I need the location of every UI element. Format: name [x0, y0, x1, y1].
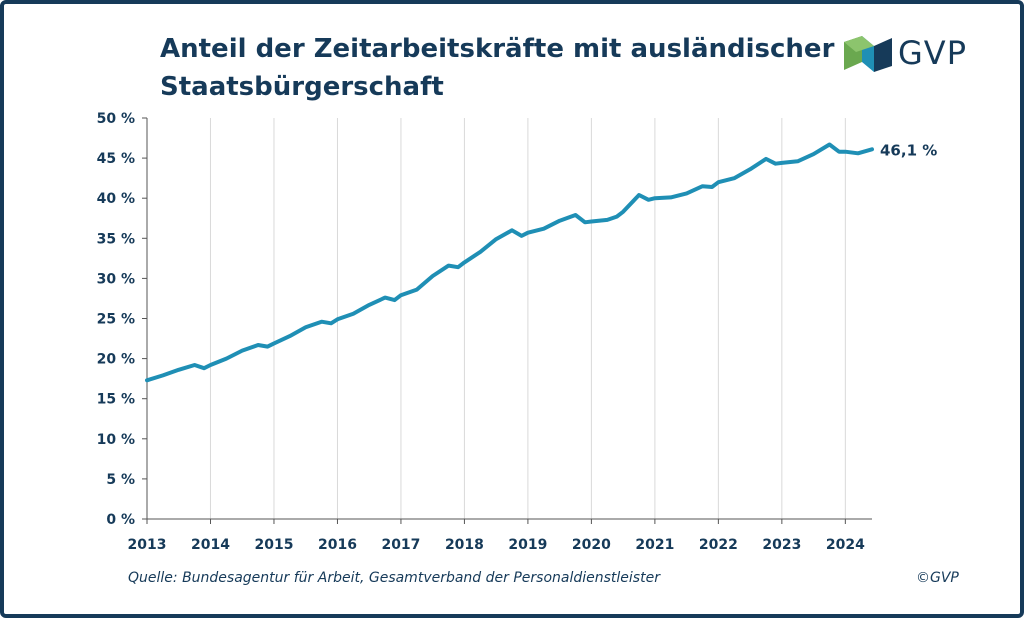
x-tick-label: 2024: [826, 537, 865, 553]
source-note: Quelle: Bundesagentur für Arbeit, Gesamt…: [128, 570, 660, 586]
y-tick-label: 5 %: [106, 472, 135, 488]
axes: [142, 117, 872, 524]
x-tick-label: 2013: [128, 537, 167, 553]
y-tick-label: 20 %: [97, 352, 135, 368]
x-tick-label: 2015: [254, 537, 293, 553]
y-tick-label: 0 %: [106, 512, 135, 528]
gvp-logo: GVP: [840, 32, 1000, 80]
x-tick-label: 2022: [699, 537, 738, 553]
x-tick-label: 2021: [635, 537, 674, 553]
x-tick-label: 2016: [318, 537, 357, 553]
x-tick-label: 2019: [508, 537, 547, 553]
gvp-logo-text: GVP: [898, 34, 967, 72]
gridlines: [146, 118, 846, 519]
x-axis-tick-labels: 2013 2014 2015 2016 2017 2018 2019 2020 2021 2022…: [128, 537, 866, 553]
x-tick-label: 2020: [572, 537, 611, 553]
x-tick-label: 2017: [381, 537, 420, 553]
y-tick-label: 35 %: [97, 231, 135, 247]
y-tick-label: 25 %: [97, 312, 135, 328]
y-tick-label: 30 %: [97, 271, 135, 287]
end-value-label: 46,1 %: [880, 141, 937, 159]
x-tick-label: 2018: [445, 537, 484, 553]
y-tick-label: 15 %: [97, 392, 135, 408]
chart-title: Anteil der Zeitarbeitskräfte mit ausländ…: [160, 34, 835, 102]
y-tick-label: 50 %: [97, 111, 135, 127]
series-line: [145, 142, 874, 383]
y-tick-label: 40 %: [97, 191, 135, 207]
series-group: [145, 142, 874, 383]
y-tick-label: 10 %: [97, 432, 135, 448]
y-tick-label: 45 %: [97, 151, 135, 167]
y-axis-tick-labels: 0 % 5 % 10 % 15 % 20 % 25 % 30 % 35 % 40 % 45 % 50…: [97, 111, 135, 528]
x-tick-label: 2023: [762, 537, 801, 553]
copyright-note: ©GVP: [916, 570, 959, 586]
gvp-logo-icon: [844, 36, 892, 72]
x-tick-label: 2014: [191, 537, 230, 553]
